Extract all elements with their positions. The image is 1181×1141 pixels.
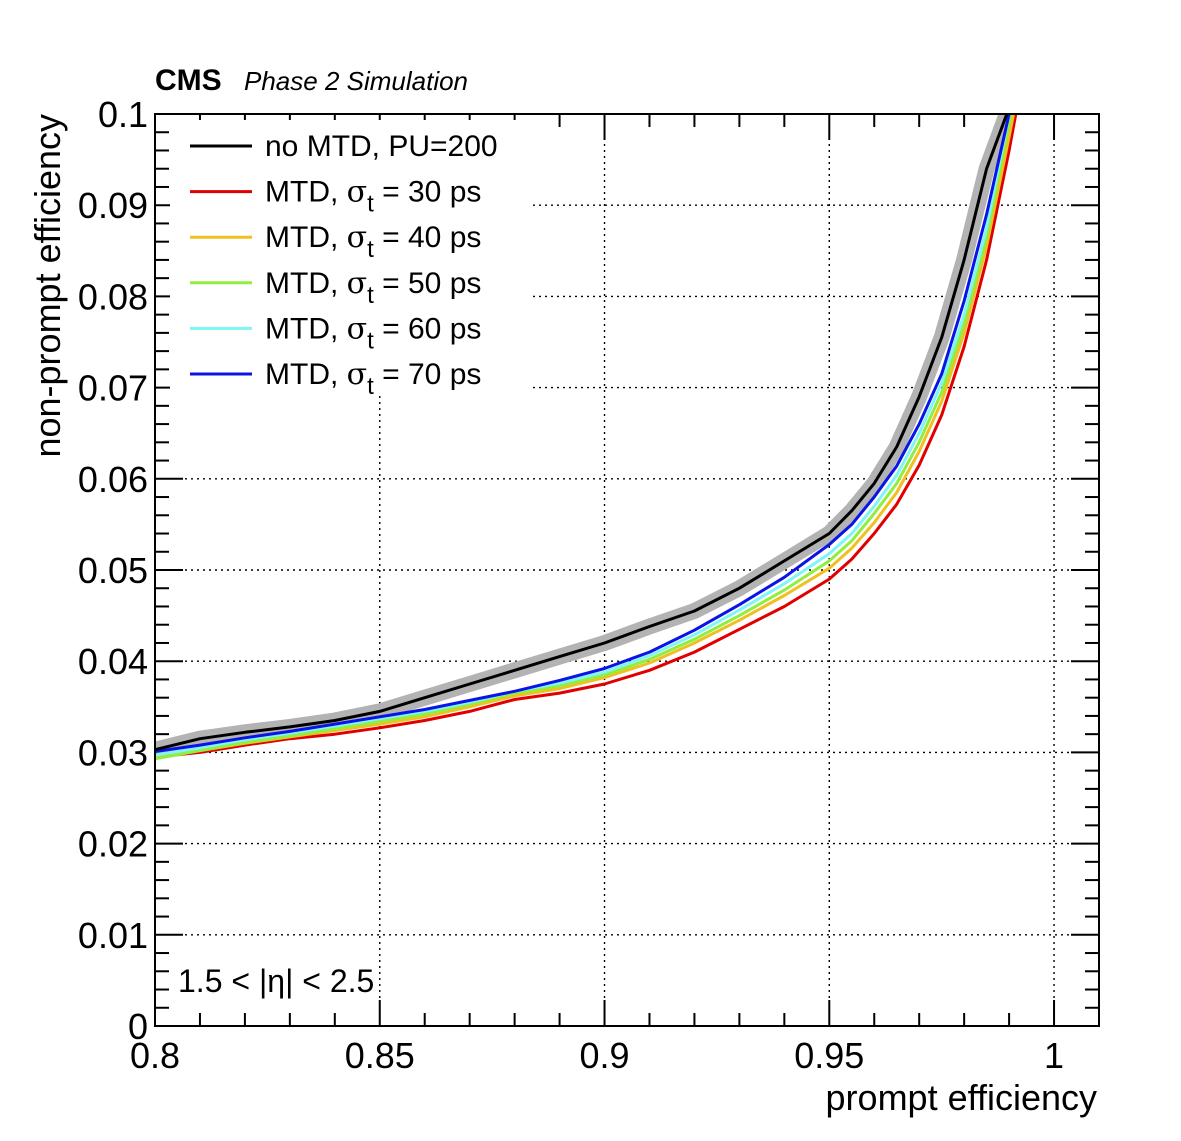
series-line-3 bbox=[155, 114, 1013, 761]
tick-labels: 0.8 0.85 0.9 0.95 1 0 0.01 0.02 0.03 0.04 0.05 0.06… bbox=[78, 94, 1064, 1076]
y-tick-label: 0.08 bbox=[78, 276, 148, 317]
y-tick-label: 0.02 bbox=[78, 824, 148, 865]
x-tick-label: 1 bbox=[1044, 1035, 1064, 1076]
series-lines bbox=[155, 114, 1018, 761]
series-line-5 bbox=[155, 114, 1011, 753]
legend-entry: MTD, σt = 60 ps bbox=[265, 311, 481, 354]
y-axis-title: non-prompt efficiency bbox=[27, 114, 68, 458]
x-tick-label: 0.9 bbox=[580, 1035, 630, 1076]
series-line-4 bbox=[155, 114, 1011, 757]
x-axis-title: prompt efficiency bbox=[826, 1077, 1097, 1118]
legend-entry: MTD, σt = 50 ps bbox=[265, 266, 481, 309]
y-tick-label: 0.09 bbox=[78, 185, 148, 226]
legend-entry: MTD, σt = 30 ps bbox=[265, 175, 481, 218]
x-tick-label: 0.95 bbox=[794, 1035, 864, 1076]
y-tick-label: 0.05 bbox=[78, 550, 148, 591]
y-tick-label: 0.03 bbox=[78, 732, 148, 773]
y-tick-label: 0.07 bbox=[78, 368, 148, 409]
legend-entry: MTD, σt = 40 ps bbox=[265, 220, 481, 263]
y-tick-label: 0.1 bbox=[98, 94, 148, 135]
series-line-2 bbox=[155, 114, 1016, 759]
plot-frame bbox=[154, 113, 1100, 1027]
series-line-0 bbox=[155, 114, 1009, 752]
series-line-1 bbox=[155, 114, 1018, 759]
experiment-label: CMS bbox=[155, 64, 222, 97]
y-tick-label: 0.04 bbox=[78, 641, 148, 682]
status-label: Phase 2 Simulation bbox=[244, 66, 468, 96]
legend-entry: MTD, σt = 70 ps bbox=[265, 357, 481, 400]
y-tick-label: 0 bbox=[128, 1006, 148, 1047]
region-label: 1.5 < |η| < 2.5 bbox=[178, 963, 374, 999]
y-tick-label: 0.06 bbox=[78, 459, 148, 500]
x-tick-label: 0.8 bbox=[130, 1035, 180, 1076]
legend-background bbox=[170, 120, 530, 392]
x-tick-label: 0.85 bbox=[345, 1035, 415, 1076]
legend-entry: no MTD, PU=200 bbox=[265, 130, 498, 163]
y-tick-label: 0.01 bbox=[78, 915, 148, 956]
